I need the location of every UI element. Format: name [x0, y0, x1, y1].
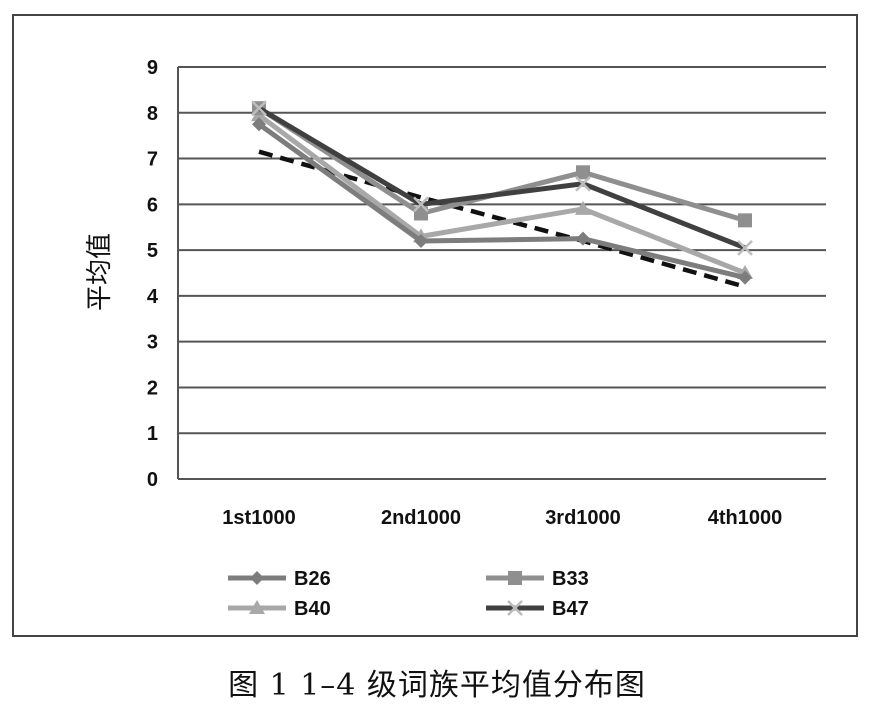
- series-B26: [252, 117, 752, 285]
- series-line: [257, 122, 746, 281]
- legend-marker: [250, 571, 264, 585]
- y-tick-label: 2: [147, 377, 158, 399]
- y-tick-label: 5: [147, 240, 158, 262]
- legend-label: B33: [552, 568, 589, 590]
- x-category-label: 1st1000: [222, 507, 295, 529]
- legend: B26 B33 B40 B47: [228, 568, 589, 620]
- data-point: [738, 213, 752, 228]
- data-point: [414, 233, 428, 248]
- data-point: [414, 206, 428, 221]
- x-category-labels: 1st1000 2nd1000 3rd1000 4th1000: [222, 507, 782, 529]
- y-tick-label: 8: [147, 103, 158, 125]
- legend-item-B33: B33: [486, 568, 589, 590]
- x-category-label: 4th1000: [708, 507, 783, 529]
- y-tick-label: 4: [147, 286, 159, 308]
- legend-item-B47: B47: [486, 598, 589, 620]
- legend-label: B26: [294, 568, 331, 590]
- data-point: [576, 231, 590, 246]
- legend-item-B26: B26: [228, 568, 331, 590]
- legend-marker: [507, 600, 523, 616]
- data-point: [575, 200, 591, 215]
- legend-label: B47: [552, 598, 589, 620]
- legend-label: B40: [294, 598, 331, 620]
- data-point: [252, 117, 266, 132]
- legend-marker: [508, 571, 522, 585]
- series-line: [257, 113, 746, 276]
- series-B47: [251, 100, 753, 256]
- data-point: [413, 196, 429, 213]
- x-category-label: 3rd1000: [545, 507, 621, 529]
- y-tick-label: 0: [147, 469, 158, 491]
- series-lines: [251, 100, 753, 285]
- data-point: [738, 270, 752, 285]
- data-point: [737, 239, 753, 256]
- series-line: [257, 106, 746, 251]
- y-tick-labels: 0 1 2 3 4 5 6 7 8 9: [147, 57, 159, 491]
- data-point: [251, 100, 267, 117]
- legend-marker: [249, 600, 265, 614]
- y-tick-label: 1: [147, 423, 158, 445]
- y-tick-label: 3: [147, 332, 158, 354]
- trendline: [258, 149, 746, 289]
- trendline-path: [258, 149, 746, 289]
- data-point: [575, 175, 591, 192]
- figure-caption: 图 1 1–4 级词族平均值分布图: [228, 668, 646, 703]
- y-axis-label: 平均值: [85, 233, 115, 311]
- y-tick-label: 7: [147, 149, 158, 171]
- y-tick-label: 9: [147, 57, 158, 79]
- chart-frame: [12, 14, 858, 637]
- x-category-label: 2nd1000: [381, 507, 461, 529]
- legend-item-B40: B40: [228, 598, 331, 620]
- data-point: [576, 165, 590, 180]
- y-tick-label: 6: [147, 194, 158, 216]
